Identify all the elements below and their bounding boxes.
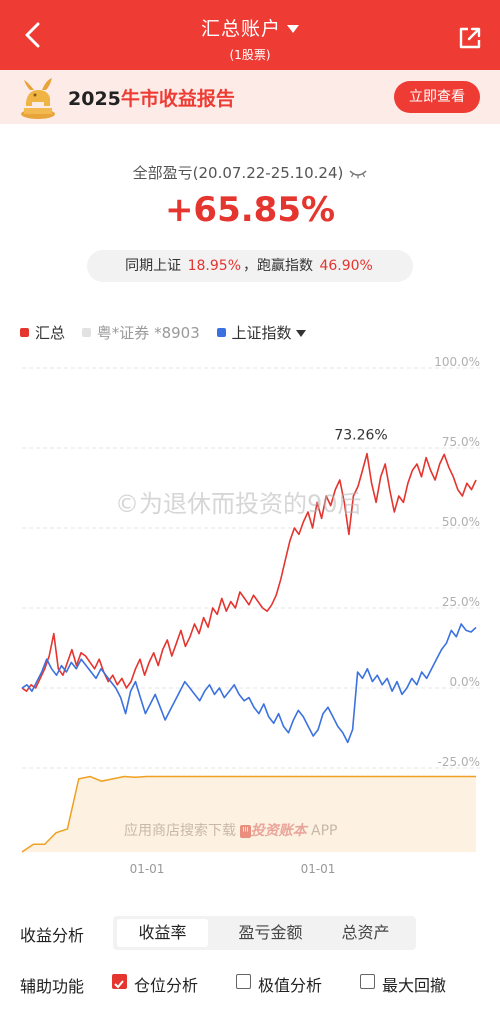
assist-row: 辅助功能 仓位分析 极值分析 最大回撤 bbox=[20, 970, 490, 998]
app-watermark: 应用商店搜索下载 ᴵᴵᴵ 投资账本 APP bbox=[124, 820, 338, 840]
peak-label: 73.26% bbox=[334, 428, 387, 444]
legend-swatch bbox=[216, 328, 226, 337]
y-tick-label: 50.0% bbox=[442, 515, 480, 529]
y-tick-label: 25.0% bbox=[442, 595, 480, 609]
benchmark-compare: 同期上证 18.95% ，跑赢指数 46.90% bbox=[87, 250, 413, 282]
analysis-label: 收益分析 bbox=[20, 926, 85, 945]
watermark-logo: ᴵᴵᴵ bbox=[240, 825, 251, 838]
series-line-index bbox=[21, 623, 477, 744]
eye-hidden-icon[interactable] bbox=[349, 169, 367, 179]
chart-legend: 汇总 粤*证券 *8903 上证指数 bbox=[20, 322, 318, 343]
y-tick-label: 100.0% bbox=[434, 355, 480, 369]
watermark-prefix: 应用商店搜索下载 bbox=[124, 823, 236, 839]
legend-label: 汇总 bbox=[35, 324, 66, 342]
page-subtitle: (1股票) bbox=[229, 48, 271, 62]
legend-swatch bbox=[20, 328, 29, 337]
bull-trophy-icon bbox=[21, 78, 55, 119]
report-banner[interactable]: 2025牛市收益报告 bbox=[0, 70, 500, 124]
compare-sh-value: 18.95% bbox=[187, 258, 241, 274]
tab-pl-amount[interactable]: 盈亏金额 bbox=[238, 923, 303, 942]
position-line bbox=[21, 775, 476, 853]
tab-total-assets[interactable]: 总资产 bbox=[341, 923, 390, 942]
position-analysis-label[interactable]: 仓位分析 bbox=[134, 976, 199, 995]
back-icon[interactable] bbox=[22, 22, 44, 48]
compare-beat-value: 46.90% bbox=[319, 258, 373, 274]
chevron-down-icon bbox=[287, 24, 299, 33]
compare-prefix: 同期上证 bbox=[125, 258, 182, 274]
legend-item-index[interactable]: 上证指数 bbox=[216, 322, 306, 343]
tab-return-rate[interactable]: 收益率 bbox=[117, 919, 208, 947]
legend-item-broker[interactable]: 粤*证券 *8903 bbox=[81, 322, 200, 343]
legend-label: 上证指数 bbox=[231, 324, 292, 342]
x-tick-label: 01-01 bbox=[130, 862, 165, 876]
watermark: ©为退休而投资的90后 bbox=[115, 490, 362, 518]
banner-year: 2025 bbox=[68, 88, 121, 110]
analysis-row: 收益分析 收益率 盈亏金额 总资产 bbox=[20, 916, 480, 950]
series-line-total bbox=[21, 452, 477, 692]
total-pl-label: 全部盈亏(20.07.22-25.10.24) bbox=[0, 162, 500, 183]
max-drawdown-checkbox[interactable] bbox=[360, 974, 375, 989]
y-tick-label: 75.0% bbox=[442, 435, 480, 449]
assist-label: 辅助功能 bbox=[20, 977, 85, 996]
y-tick-label: 0.0% bbox=[450, 675, 481, 689]
legend-label: 粤*证券 *8903 bbox=[96, 324, 200, 342]
page-title: 汇总账户 bbox=[200, 18, 281, 40]
y-tick-label: -25.0% bbox=[438, 755, 480, 769]
x-tick-label: 01-01 bbox=[301, 862, 336, 876]
banner-title: 2025牛市收益报告 bbox=[68, 84, 235, 111]
share-icon[interactable] bbox=[458, 26, 482, 50]
watermark-suffix: APP bbox=[311, 823, 338, 839]
position-analysis-checkbox[interactable] bbox=[112, 974, 127, 989]
total-pl-value: +65.85% bbox=[164, 190, 336, 230]
analysis-segmented: 收益率 盈亏金额 总资产 bbox=[113, 916, 416, 950]
extreme-analysis-checkbox[interactable] bbox=[236, 974, 251, 989]
total-pl-period: 全部盈亏(20.07.22-25.10.24) bbox=[132, 164, 344, 182]
extreme-analysis-label[interactable]: 极值分析 bbox=[258, 976, 323, 995]
compare-mid: ，跑赢指数 bbox=[243, 258, 313, 274]
account-title[interactable]: 汇总账户 bbox=[0, 14, 500, 41]
return-chart[interactable]: 100.0% 75.0% 50.0% 25.0% 0.0% -25.0% 01-01 01-0… bbox=[0, 345, 500, 880]
check-icon bbox=[114, 980, 124, 989]
top-bar: 汇总账户 (1股票) bbox=[0, 0, 500, 70]
chevron-down-icon bbox=[295, 330, 306, 337]
legend-item-total[interactable]: 汇总 bbox=[20, 322, 65, 343]
legend-swatch bbox=[81, 328, 91, 337]
view-now-button[interactable]: 立即查看 bbox=[394, 81, 480, 113]
banner-text: 牛市收益报告 bbox=[120, 88, 235, 110]
max-drawdown-label[interactable]: 最大回撤 bbox=[382, 976, 447, 995]
watermark-brand: 投资账本 bbox=[250, 823, 307, 839]
position-area bbox=[22, 776, 476, 852]
